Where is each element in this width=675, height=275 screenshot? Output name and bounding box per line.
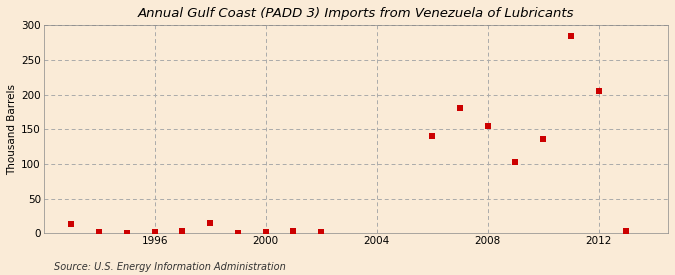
Point xyxy=(232,230,243,235)
Text: Source: U.S. Energy Information Administration: Source: U.S. Energy Information Administ… xyxy=(54,262,286,272)
Point xyxy=(261,230,271,234)
Point xyxy=(122,230,132,235)
Point xyxy=(538,137,549,141)
Point xyxy=(316,230,327,234)
Point xyxy=(177,229,188,233)
Point xyxy=(205,221,215,225)
Title: Annual Gulf Coast (PADD 3) Imports from Venezuela of Lubricants: Annual Gulf Coast (PADD 3) Imports from … xyxy=(138,7,574,20)
Point xyxy=(149,230,160,234)
Point xyxy=(94,230,105,234)
Point xyxy=(454,106,465,111)
Point xyxy=(427,134,437,138)
Point xyxy=(288,229,299,233)
Point xyxy=(482,123,493,128)
Point xyxy=(621,229,632,233)
Point xyxy=(510,160,521,164)
Y-axis label: Thousand Barrels: Thousand Barrels xyxy=(7,84,17,175)
Point xyxy=(66,221,77,226)
Point xyxy=(566,34,576,38)
Point xyxy=(593,89,604,93)
